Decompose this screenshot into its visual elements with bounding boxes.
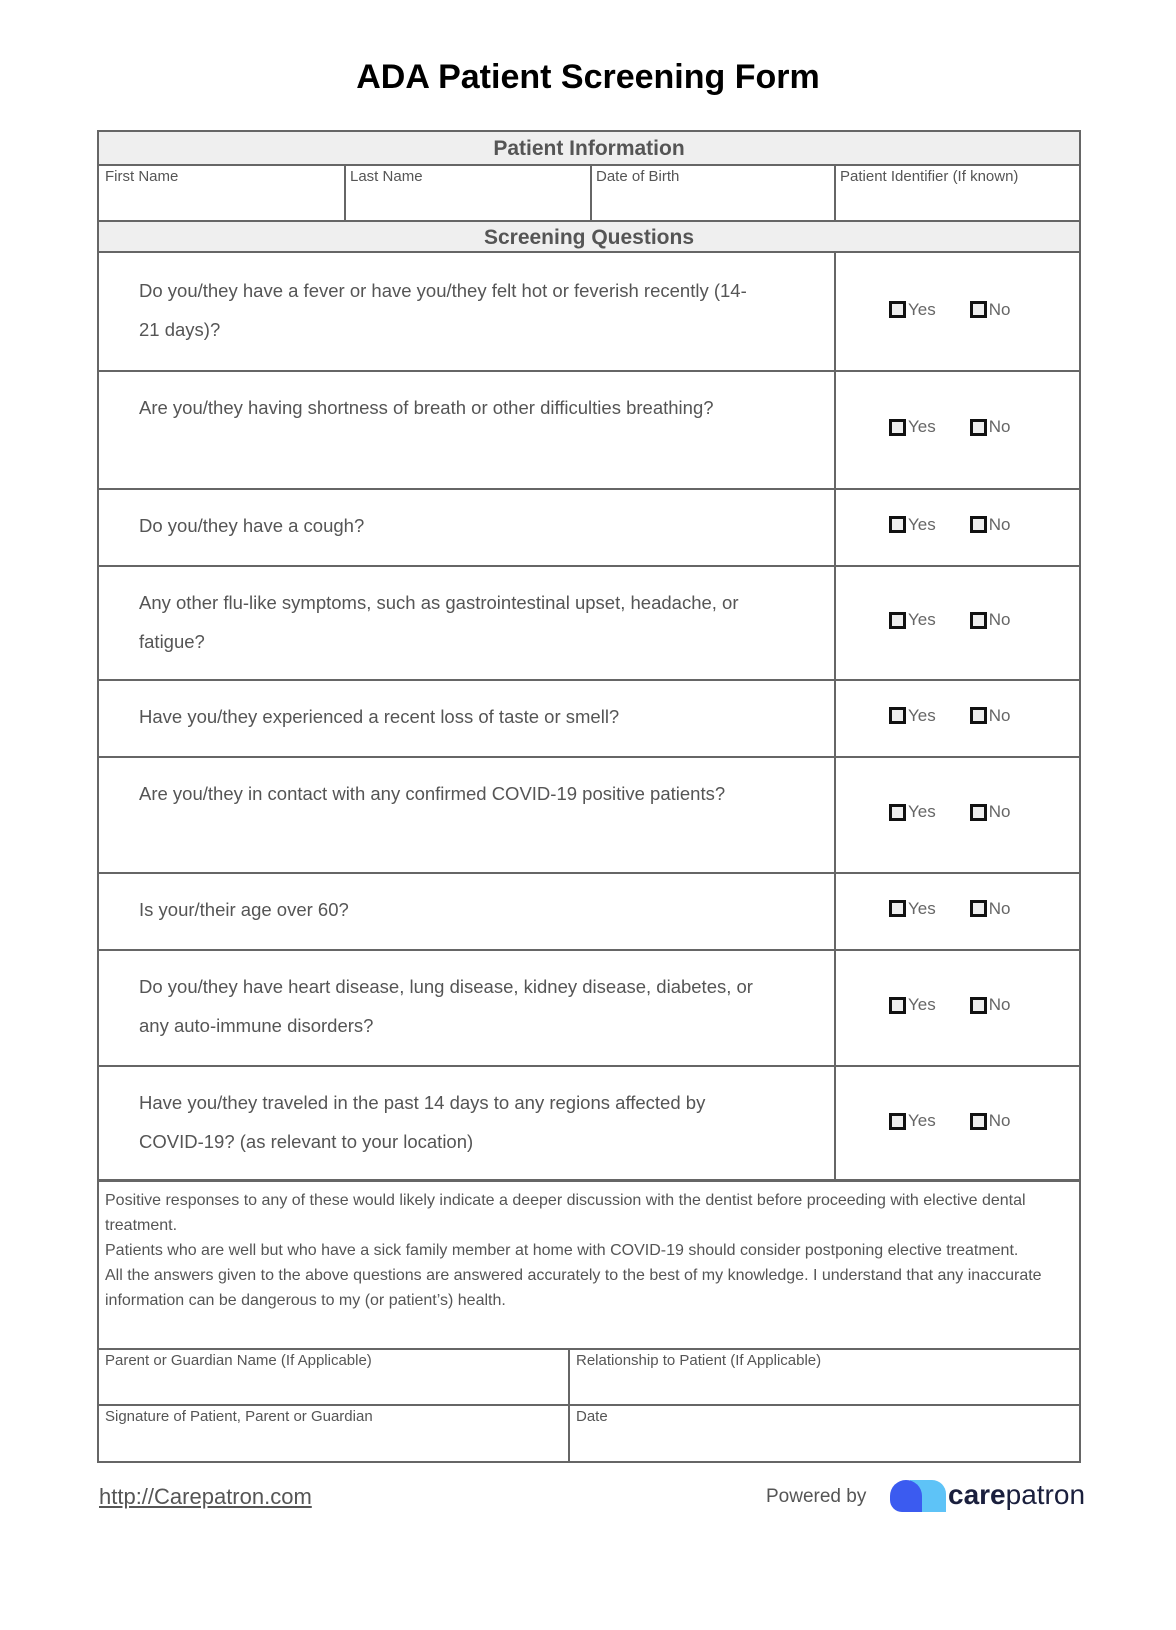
no-label: No xyxy=(988,898,1011,918)
yes-option[interactable]: Yes xyxy=(889,300,936,320)
yes-checkbox[interactable] xyxy=(889,301,906,318)
question-text: Do you/they have a cough? xyxy=(139,515,365,536)
question-text: Any other flu-like symptoms, such as gas… xyxy=(139,592,739,652)
yes-label: Yes xyxy=(908,610,936,629)
yes-checkbox[interactable] xyxy=(889,516,906,533)
answer-options: Yes No xyxy=(889,995,1069,1015)
yes-option[interactable]: Yes xyxy=(889,610,936,630)
no-label: No xyxy=(988,705,1011,725)
no-option[interactable]: No xyxy=(969,802,1011,822)
note: Patients who are well but who have a sic… xyxy=(105,1242,1019,1259)
no-label: No xyxy=(988,1111,1011,1130)
no-label: No xyxy=(988,299,1011,319)
answer-options: Yes No xyxy=(889,515,1069,535)
no-label: No xyxy=(988,802,1011,821)
yes-label: Yes xyxy=(908,1111,936,1130)
question-text: Do you/they have a fever or have you/the… xyxy=(139,280,747,340)
page-title: ADA Patient Screening Form xyxy=(356,58,820,96)
notes: Positive responses to any of these would… xyxy=(105,1188,1075,1313)
no-checkbox[interactable] xyxy=(969,516,987,533)
yes-label: Yes xyxy=(908,898,936,918)
no-option[interactable]: No xyxy=(969,995,1011,1015)
no-label: No xyxy=(988,995,1011,1014)
yes-label: Yes xyxy=(908,802,936,821)
question-text: Are you/they in contact with any confirm… xyxy=(139,783,726,804)
carepatron-brand: carepatron xyxy=(948,1479,1086,1510)
answer-options: Yes No xyxy=(889,802,1069,822)
no-option[interactable]: No xyxy=(969,514,1011,535)
yes-checkbox[interactable] xyxy=(889,418,906,436)
yes-checkbox[interactable] xyxy=(889,996,906,1014)
yes-option[interactable]: Yes xyxy=(889,899,936,919)
no-checkbox[interactable] xyxy=(969,803,987,821)
yes-checkbox[interactable] xyxy=(889,803,906,821)
guardian-name-field[interactable]: Parent or Guardian Name (If Applicable) xyxy=(105,1352,372,1369)
no-option[interactable]: No xyxy=(969,705,1011,726)
signature-field[interactable]: Signature of Patient, Parent or Guardian xyxy=(105,1408,373,1425)
no-option[interactable]: No xyxy=(969,417,1011,437)
yes-label: Yes xyxy=(908,705,936,725)
no-checkbox[interactable] xyxy=(969,611,987,629)
no-option[interactable]: No xyxy=(969,1111,1011,1131)
question-text: Is your/their age over 60? xyxy=(139,899,349,920)
yes-label: Yes xyxy=(908,417,936,436)
screening-form-table: Patient Information First Name Last Name… xyxy=(97,130,1081,1463)
no-checkbox[interactable] xyxy=(969,900,987,917)
yes-option[interactable]: Yes xyxy=(889,1111,936,1131)
yes-option[interactable]: Yes xyxy=(889,515,936,535)
powered-by-text: Powered by xyxy=(766,1486,867,1507)
no-checkbox[interactable] xyxy=(969,1112,987,1130)
yes-label: Yes xyxy=(908,299,936,319)
yes-label: Yes xyxy=(908,514,936,534)
yes-checkbox[interactable] xyxy=(889,1112,906,1130)
no-option[interactable]: No xyxy=(969,299,1011,320)
question-text: Have you/they traveled in the past 14 da… xyxy=(139,1092,706,1152)
screening-questions-header: Screening Questions xyxy=(99,220,1079,253)
patient-info-header: Patient Information xyxy=(99,132,1079,166)
yes-checkbox[interactable] xyxy=(889,611,906,629)
no-option[interactable]: No xyxy=(969,610,1011,630)
answer-options: Yes No xyxy=(889,300,1069,320)
yes-option[interactable]: Yes xyxy=(889,417,936,437)
note: All the answers given to the above quest… xyxy=(105,1267,1042,1309)
yes-label: Yes xyxy=(908,995,936,1014)
answer-options: Yes No xyxy=(889,899,1069,919)
no-label: No xyxy=(988,514,1011,534)
patient-identifier-field[interactable]: Patient Identifier (If known) xyxy=(840,168,1019,185)
relationship-field[interactable]: Relationship to Patient (If Applicable) xyxy=(576,1352,822,1369)
question-text: Have you/they experienced a recent loss … xyxy=(139,706,620,727)
answer-options: Yes No xyxy=(889,417,1069,437)
yes-option[interactable]: Yes xyxy=(889,802,936,822)
no-checkbox[interactable] xyxy=(969,707,987,724)
answer-options: Yes No xyxy=(889,1111,1069,1131)
no-checkbox[interactable] xyxy=(969,301,987,318)
date-field[interactable]: Date xyxy=(576,1408,608,1425)
yes-checkbox[interactable] xyxy=(889,707,906,724)
yes-checkbox[interactable] xyxy=(889,900,906,917)
question-text: Are you/they having shortness of breath … xyxy=(139,397,714,418)
answer-options: Yes No xyxy=(889,610,1069,630)
no-label: No xyxy=(988,417,1011,436)
yes-option[interactable]: Yes xyxy=(889,995,936,1015)
yes-option[interactable]: Yes xyxy=(889,706,936,726)
first-name-field[interactable]: First Name xyxy=(105,168,179,185)
note: Positive responses to any of these would… xyxy=(105,1192,1026,1234)
carepatron-logo-icon xyxy=(890,1480,946,1512)
carepatron-link[interactable]: http://Carepatron.com xyxy=(99,1484,312,1509)
no-option[interactable]: No xyxy=(969,898,1011,919)
no-label: No xyxy=(988,610,1011,629)
date-of-birth-field[interactable]: Date of Birth xyxy=(596,168,680,185)
no-checkbox[interactable] xyxy=(969,996,987,1014)
last-name-field[interactable]: Last Name xyxy=(350,168,423,185)
question-text: Do you/they have heart disease, lung dis… xyxy=(139,976,753,1036)
answer-options: Yes No xyxy=(889,706,1069,726)
no-checkbox[interactable] xyxy=(969,418,987,436)
